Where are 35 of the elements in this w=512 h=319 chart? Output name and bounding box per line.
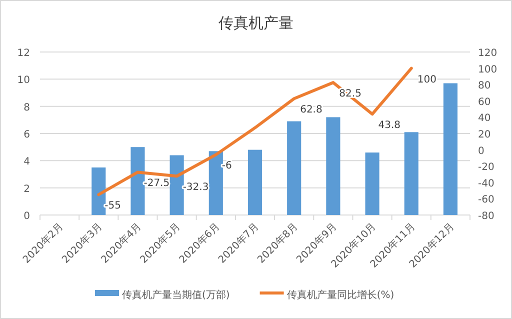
bar bbox=[248, 150, 262, 215]
legend-label: 传真机产量同比增长(%) bbox=[286, 289, 394, 301]
data-label: 62.8 bbox=[300, 104, 322, 116]
legend-label: 传真机产量当期值(万部) bbox=[122, 289, 230, 301]
bar bbox=[443, 83, 458, 215]
y2-tick-label: -80 bbox=[478, 211, 494, 222]
y-tick-label: 8 bbox=[24, 102, 30, 114]
bar bbox=[365, 152, 380, 215]
y2-tick-label: 120 bbox=[478, 48, 498, 59]
data-label: 100 bbox=[417, 74, 436, 86]
y-tick-label: 0 bbox=[24, 211, 30, 222]
y2-tick-label: 100 bbox=[478, 64, 498, 76]
y2-tick-label: -20 bbox=[478, 162, 494, 174]
chart-title: 传真机产量 bbox=[218, 14, 294, 32]
data-label: 43.8 bbox=[378, 120, 401, 132]
y2-tick-label: 20 bbox=[478, 130, 491, 140]
y2-tick-label: -40 bbox=[478, 178, 494, 190]
line-series bbox=[97, 66, 413, 196]
bar bbox=[287, 121, 302, 215]
y2-tick-label: -60 bbox=[478, 194, 494, 206]
y2-tick-label: 0 bbox=[478, 146, 484, 157]
y-tick-label: 2 bbox=[24, 184, 30, 195]
y-tick-label: 10 bbox=[17, 75, 30, 86]
bar bbox=[208, 151, 223, 215]
y-tick-label: 4 bbox=[24, 156, 30, 168]
bar bbox=[170, 155, 184, 215]
bar bbox=[404, 132, 418, 215]
y2-tick-label: 60 bbox=[478, 96, 491, 108]
y-tick-label: 12 bbox=[17, 48, 30, 59]
bar bbox=[130, 147, 145, 215]
y2-tick-label: 40 bbox=[478, 113, 491, 124]
bar bbox=[326, 117, 340, 215]
bar bbox=[92, 167, 106, 215]
y2-tick-label: 80 bbox=[478, 80, 491, 92]
y-tick-label: 6 bbox=[24, 130, 30, 140]
